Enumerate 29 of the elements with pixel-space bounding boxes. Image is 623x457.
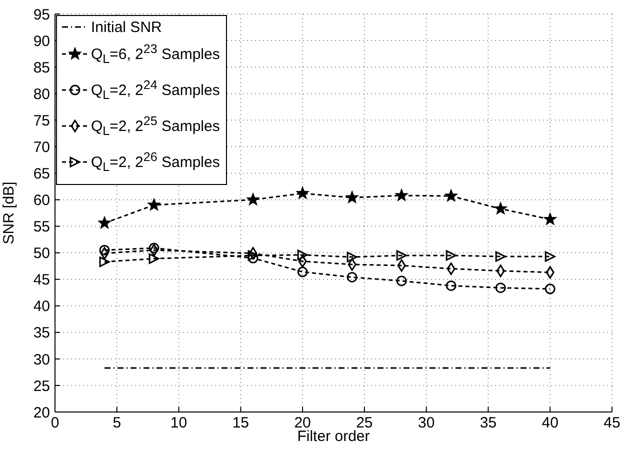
y-tick-label: 95 (33, 6, 50, 24)
y-tick-label: 30 (33, 351, 50, 368)
y-tick-label: 55 (33, 218, 50, 236)
x-tick-label: 45 (604, 414, 620, 432)
x-tick-label: 5 (112, 414, 122, 432)
y-tick-label: 45 (33, 272, 50, 289)
x-tick-label: 10 (170, 414, 188, 432)
y-tick-label: 75 (33, 112, 50, 130)
y-tick-label: 90 (33, 32, 50, 50)
x-tick-label: 30 (418, 414, 435, 432)
y-tick-label: 40 (33, 298, 50, 316)
y-tick-label: 65 (33, 166, 50, 183)
y-tick-label: 85 (33, 59, 50, 76)
y-axis-title: SNR [dB] (0, 182, 18, 244)
legend-label: Q$_{L}$=6, 2$^{23}$ Samples (91, 42, 220, 66)
y-tick-label: 70 (33, 138, 50, 156)
legend-label: Initial SNR (91, 18, 162, 36)
legend-label: Q$_{L}$=2, 2$^{26}$ Samples (91, 150, 220, 174)
x-tick-label: 35 (480, 414, 497, 432)
y-tick-label: 35 (33, 324, 50, 342)
x-tick-label: 15 (232, 414, 250, 432)
y-tick-label: 80 (33, 86, 50, 103)
legend-label: Q$_{L}$=2, 2$^{24}$ Samples (91, 78, 220, 102)
legend-label: Q$_{L}$=2, 2$^{25}$ Samples (91, 114, 220, 138)
y-tick-label: 60 (33, 192, 50, 210)
x-tick-label: 40 (542, 414, 558, 432)
x-tick-label: 0 (50, 414, 60, 432)
y-tick-label: 50 (33, 245, 50, 262)
y-tick-label: 25 (33, 378, 50, 395)
